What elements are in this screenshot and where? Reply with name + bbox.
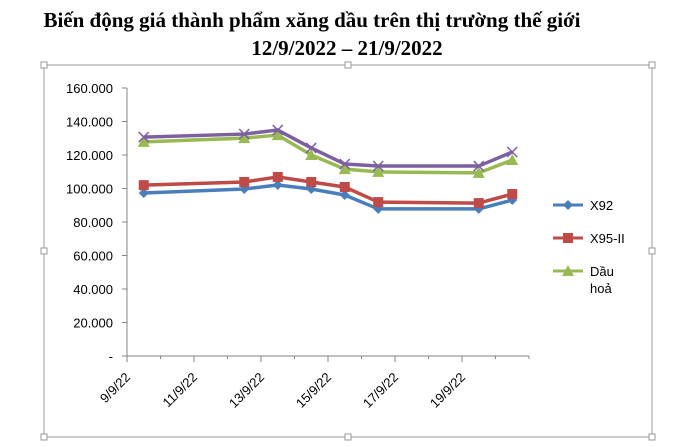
chart-frame	[43, 64, 653, 438]
marker	[305, 142, 317, 154]
series-line	[143, 183, 513, 211]
marker	[306, 176, 317, 187]
marker	[507, 189, 518, 200]
y-tick-label: 20.000	[73, 316, 113, 331]
marker	[372, 160, 384, 172]
marker	[239, 176, 250, 187]
marker	[338, 163, 351, 175]
series-line	[143, 133, 513, 175]
marker	[473, 198, 484, 209]
marker	[272, 124, 284, 136]
marker	[506, 146, 518, 158]
y-tick-label: 80.000	[73, 215, 113, 230]
y-tick-label: 120.000	[66, 148, 113, 163]
marker	[339, 181, 350, 192]
frame-handles	[40, 61, 656, 441]
marker	[138, 131, 150, 143]
marker	[238, 132, 251, 144]
marker	[373, 197, 384, 208]
marker	[473, 160, 485, 172]
marker	[563, 200, 573, 210]
y-tick-label: 140.000	[66, 115, 113, 130]
marker	[562, 265, 574, 276]
marker	[138, 188, 149, 199]
marker	[339, 158, 351, 170]
legend-label: X95-II	[590, 231, 625, 246]
marker	[472, 166, 485, 178]
legend-label: Dầu hoả	[590, 264, 614, 296]
y-tick-label: 100.000	[66, 182, 113, 197]
y-tick-label: -	[109, 349, 113, 364]
series-line	[143, 175, 513, 205]
y-tick-label: 60.000	[73, 249, 113, 264]
x-tick-label: 9/9/22	[97, 370, 133, 406]
chart-subtitle: 12/9/2022 – 21/9/2022	[251, 36, 442, 60]
marker	[563, 233, 573, 243]
marker	[272, 171, 283, 182]
marker	[238, 128, 250, 140]
series-line	[143, 128, 513, 168]
marker	[305, 149, 318, 160]
marker	[138, 180, 149, 191]
legend-label: X92	[590, 198, 613, 213]
marker	[271, 129, 284, 141]
marker	[137, 135, 150, 147]
y-tick-label: 40.000	[73, 282, 113, 297]
marker	[272, 179, 283, 190]
x-tick-label: 11/9/22	[160, 370, 201, 411]
x-tick-label: 15/9/22	[293, 370, 334, 411]
chart-title: Biến động giá thành phẩm xăng dầu trên t…	[43, 8, 580, 32]
x-tick-label: 17/9/22	[360, 370, 401, 411]
x-tick-label: 19/9/22	[427, 370, 468, 411]
y-tick-label: 160.000	[66, 81, 113, 96]
marker	[339, 190, 350, 201]
x-tick-label: 13/9/22	[226, 370, 267, 411]
marker	[506, 154, 519, 166]
marker	[372, 165, 385, 177]
